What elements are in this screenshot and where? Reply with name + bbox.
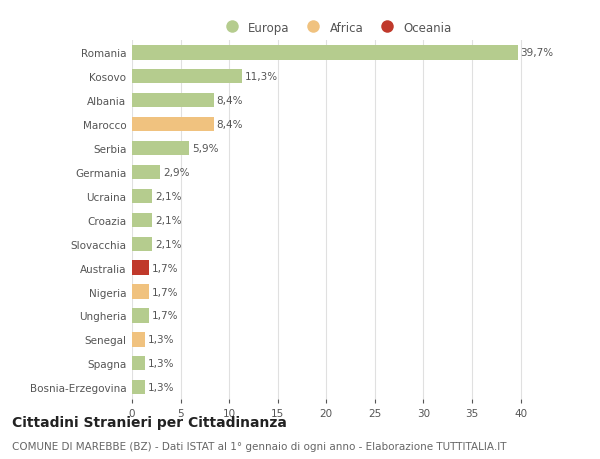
Text: 5,9%: 5,9% (192, 144, 219, 154)
Bar (132, 189, 152, 204)
Bar (132, 356, 145, 371)
Bar (132, 237, 152, 252)
Text: Cittadini Stranieri per Cittadinanza: Cittadini Stranieri per Cittadinanza (12, 415, 287, 429)
Text: 2,1%: 2,1% (155, 191, 182, 202)
Bar (132, 165, 160, 180)
Text: 1,7%: 1,7% (151, 287, 178, 297)
Text: 8,4%: 8,4% (217, 120, 243, 130)
Text: 8,4%: 8,4% (217, 96, 243, 106)
Text: COMUNE DI MAREBBE (BZ) - Dati ISTAT al 1° gennaio di ogni anno - Elaborazione TU: COMUNE DI MAREBBE (BZ) - Dati ISTAT al 1… (12, 441, 506, 451)
Legend: Europa, Africa, Oceania: Europa, Africa, Oceania (215, 17, 457, 39)
Bar (132, 308, 149, 323)
Bar (132, 332, 145, 347)
Bar (132, 380, 145, 395)
Bar (132, 46, 518, 61)
Text: 1,7%: 1,7% (151, 263, 178, 273)
Bar (132, 213, 152, 228)
Text: 11,3%: 11,3% (245, 72, 278, 82)
Bar (132, 94, 214, 108)
Text: 1,3%: 1,3% (148, 335, 174, 345)
Text: 2,1%: 2,1% (155, 239, 182, 249)
Bar (132, 285, 149, 299)
Text: 2,9%: 2,9% (163, 168, 190, 178)
Text: 1,7%: 1,7% (151, 311, 178, 321)
Text: 39,7%: 39,7% (521, 48, 554, 58)
Bar (132, 70, 242, 84)
Bar (132, 261, 149, 275)
Text: 2,1%: 2,1% (155, 215, 182, 225)
Text: 1,3%: 1,3% (148, 382, 174, 392)
Bar (132, 118, 214, 132)
Text: 1,3%: 1,3% (148, 358, 174, 369)
Bar (132, 141, 190, 156)
